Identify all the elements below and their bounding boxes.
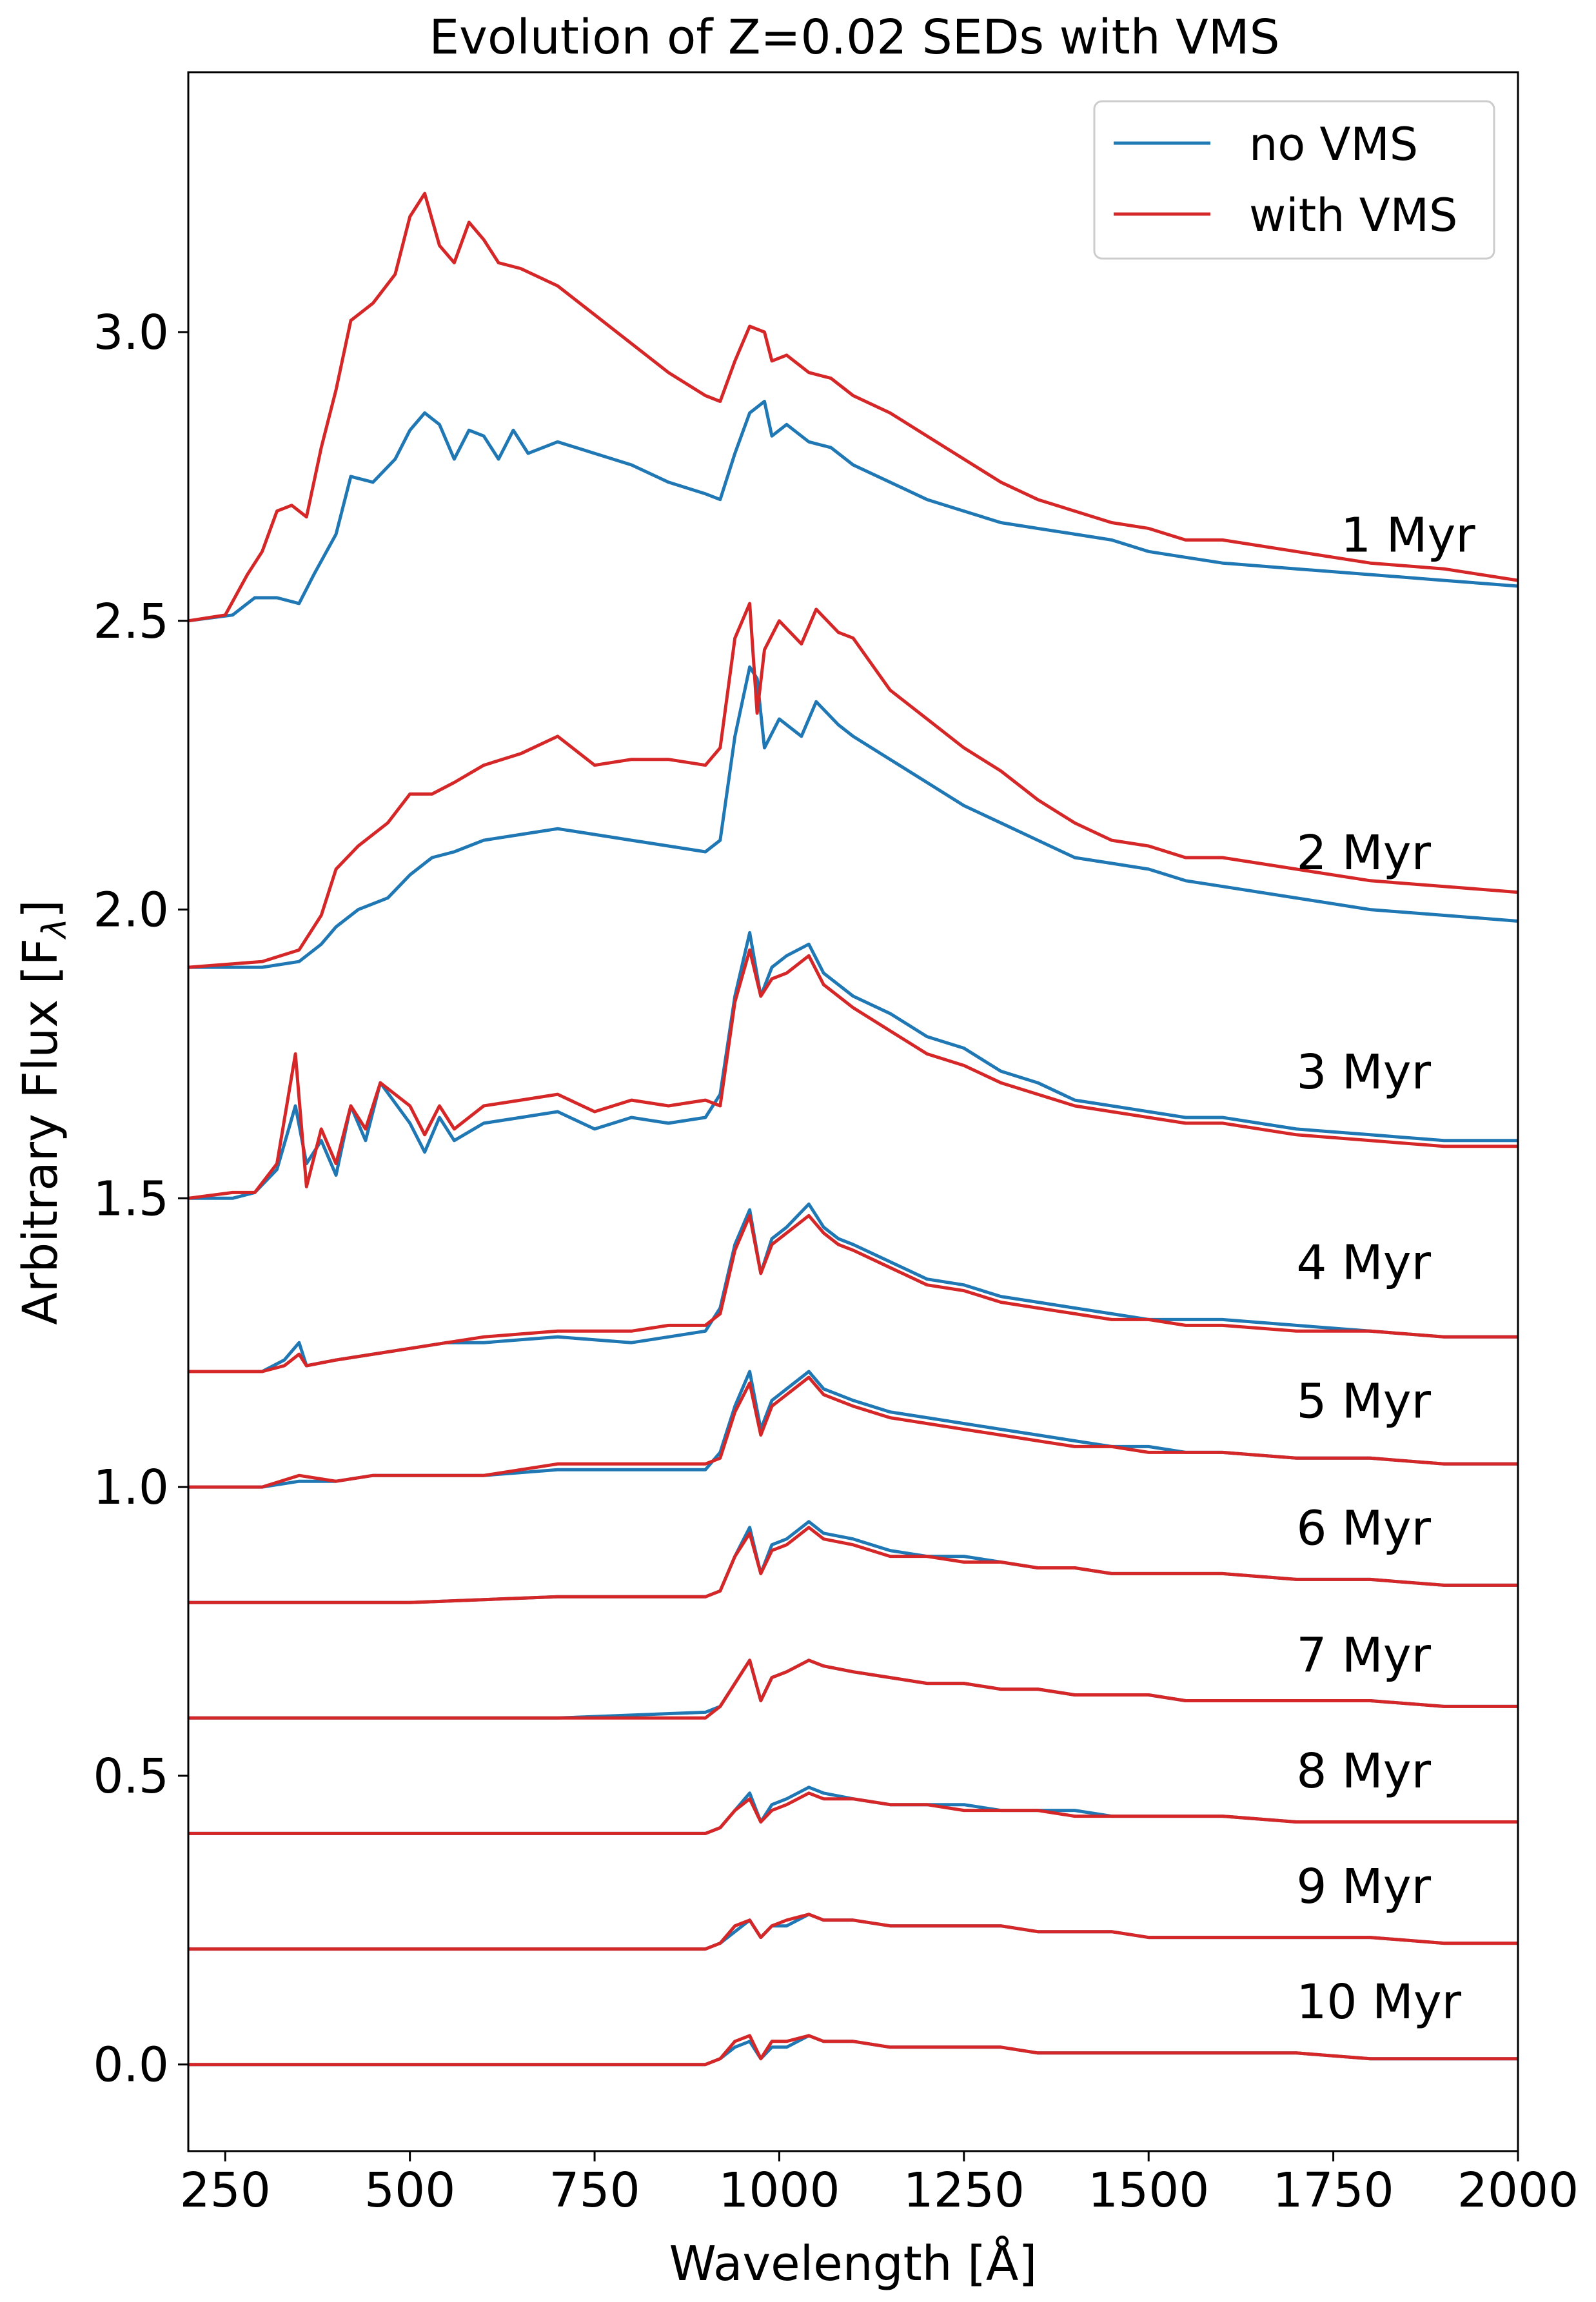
age-label: 4 Myr <box>1296 1235 1431 1291</box>
age-label: 6 Myr <box>1296 1501 1431 1557</box>
y-tick-label: 0.0 <box>93 2038 169 2093</box>
series-line-4-myr-with-vms <box>188 1214 1518 1373</box>
series-line-2-myr-with-vms <box>188 602 1519 969</box>
series-line-7-myr-with-vms <box>188 1658 1518 1720</box>
age-label: 2 Myr <box>1296 825 1431 881</box>
series-line-5-myr-with-vms <box>188 1375 1518 1489</box>
x-tick-label: 1250 <box>903 2163 1025 2218</box>
series-line-6-myr-with-vms <box>188 1526 1518 1604</box>
age-label: 5 Myr <box>1296 1374 1431 1430</box>
x-axis-label: Wavelength [Å] <box>669 2235 1038 2292</box>
plot-frame <box>187 71 1519 2152</box>
y-axis-label-sub: λ <box>35 918 74 940</box>
y-tick-label: 1.5 <box>93 1171 169 1226</box>
y-tick-label: 3.0 <box>93 305 169 360</box>
age-label: 1 Myr <box>1341 507 1475 563</box>
series-line-10-myr-with-vms <box>188 2034 1518 2067</box>
series-line-1-myr-with-vms <box>188 192 1519 623</box>
legend-label: no VMS <box>1249 118 1418 171</box>
y-tick-label: 1.0 <box>93 1460 169 1515</box>
age-label: 10 Myr <box>1296 1974 1461 2030</box>
legend-label: with VMS <box>1249 189 1457 242</box>
legend-box <box>1093 100 1495 260</box>
y-axis-label-main: Arbitrary Flux [F <box>13 938 68 1325</box>
x-tick-label: 500 <box>364 2163 455 2218</box>
age-label: 7 Myr <box>1296 1628 1431 1684</box>
series-line-8-myr-with-vms <box>188 1791 1518 1835</box>
y-tick-label: 0.5 <box>93 1749 169 1804</box>
y-axis-label: Arbitrary Flux [Fλ] <box>13 900 74 1325</box>
age-label: 9 Myr <box>1296 1859 1431 1914</box>
x-tick-label: 750 <box>549 2163 640 2218</box>
series-line-1-myr-no-vms <box>188 400 1519 623</box>
series-line-3-myr-with-vms <box>188 948 1518 1200</box>
legend: no VMS with VMS <box>1093 100 1495 260</box>
age-label: 3 Myr <box>1296 1045 1431 1100</box>
x-tick-label: 250 <box>180 2163 271 2218</box>
series-line-2-myr-no-vms <box>188 665 1519 969</box>
series-layer <box>188 192 1519 2067</box>
series-line-9-myr-with-vms <box>188 1913 1518 1951</box>
x-axis: 250 500 750 1000 1250 1500 1750 2000 <box>180 2151 1579 2218</box>
age-labels: 1 Myr 2 Myr 3 Myr 4 Myr 5 Myr 6 Myr 7 Myr 8 Myr… <box>1296 507 1475 2030</box>
y-axis: 0.0 0.5 1.0 1.5 2.0 2.5 3.0 <box>93 305 188 2093</box>
x-tick-label: 1750 <box>1272 2163 1394 2218</box>
chart-title: Evolution of Z=0.02 SEDs with VMS <box>429 10 1279 65</box>
y-tick-label: 2.5 <box>93 594 169 649</box>
y-axis-label-close: ] <box>13 900 68 918</box>
age-label: 8 Myr <box>1296 1744 1431 1799</box>
x-tick-label: 1000 <box>718 2163 840 2218</box>
y-tick-label: 2.0 <box>93 883 169 938</box>
x-tick-label: 2000 <box>1457 2163 1579 2218</box>
x-tick-label: 1500 <box>1088 2163 1209 2218</box>
